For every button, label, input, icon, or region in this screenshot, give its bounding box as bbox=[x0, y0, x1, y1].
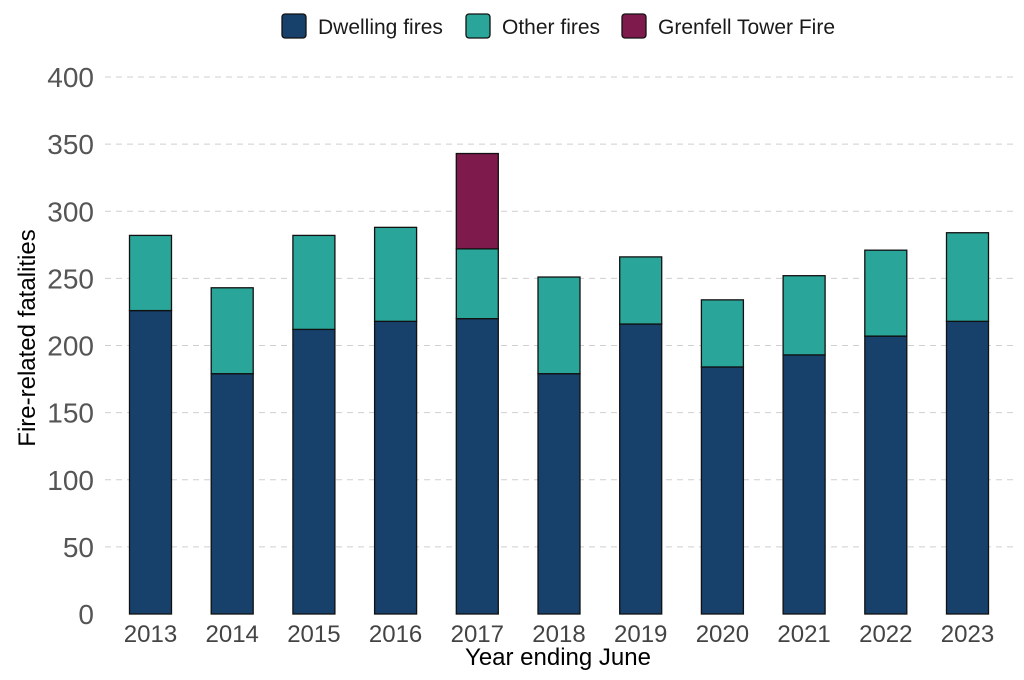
y-tick-label: 300 bbox=[47, 196, 94, 227]
legend-swatch bbox=[281, 13, 307, 39]
bar-segment-dwelling-fires bbox=[945, 320, 990, 615]
bar-segment-other-fires bbox=[128, 234, 173, 312]
x-tick-label: 2017 bbox=[451, 621, 504, 648]
legend-label: Other fires bbox=[502, 16, 600, 39]
bar-segment-dwelling-fires bbox=[537, 373, 581, 615]
bar-segment-dwelling-fires bbox=[700, 366, 745, 615]
x-axis-ticks: 2013 2014 2015 2016 2017 2018 2019 2020 2021 2022… bbox=[124, 621, 994, 648]
x-axis-title: Year ending June bbox=[465, 644, 651, 671]
y-tick-label: 400 bbox=[47, 62, 94, 93]
x-tick-label: 2015 bbox=[287, 621, 340, 648]
bar-segment-other-fires bbox=[782, 275, 826, 356]
x-tick-label: 2020 bbox=[696, 621, 749, 648]
x-tick-label: 2013 bbox=[124, 621, 177, 648]
legend-swatch bbox=[621, 13, 647, 39]
y-axis-ticks: 0 50 100 150 200 250 300 350 400 bbox=[47, 62, 94, 630]
bar-segment-other-fires bbox=[864, 249, 908, 337]
bar-segment-other-fires bbox=[945, 232, 990, 322]
bar-segment-other-fires bbox=[455, 248, 499, 320]
bar-segment-other-fires bbox=[537, 276, 581, 375]
legend-label: Dwelling fires bbox=[318, 16, 443, 39]
y-tick-label: 100 bbox=[47, 465, 94, 496]
bar-segment-dwelling-fires bbox=[128, 309, 173, 615]
bar-segment-other-fires bbox=[292, 234, 336, 331]
legend: Dwelling fires Other fires Grenfell Tower … bbox=[281, 13, 835, 39]
y-tick-label: 350 bbox=[47, 129, 94, 160]
y-tick-label: 0 bbox=[78, 599, 94, 630]
y-tick-label: 50 bbox=[63, 532, 94, 563]
x-tick-label: 2021 bbox=[777, 621, 830, 648]
legend-label: Grenfell Tower Fire bbox=[658, 16, 835, 39]
bar-segment-dwelling-fires bbox=[455, 317, 499, 615]
x-tick-label: 2014 bbox=[206, 621, 259, 648]
bar-segment-grenfell-tower-fire bbox=[455, 152, 499, 250]
y-tick-label: 150 bbox=[47, 398, 94, 429]
bars bbox=[128, 152, 990, 615]
bar-segment-dwelling-fires bbox=[864, 335, 908, 615]
y-axis-title: Fire-related fatalities bbox=[14, 229, 41, 446]
y-tick-label: 250 bbox=[47, 263, 94, 294]
bar-segment-other-fires bbox=[619, 256, 663, 325]
bar-segment-dwelling-fires bbox=[210, 373, 254, 615]
bar-segment-other-fires bbox=[700, 299, 745, 368]
x-tick-label: 2019 bbox=[614, 621, 667, 648]
x-tick-label: 2023 bbox=[941, 621, 994, 648]
x-tick-label: 2016 bbox=[369, 621, 422, 648]
bar-segment-dwelling-fires bbox=[619, 323, 663, 615]
bar-segment-dwelling-fires bbox=[373, 320, 418, 615]
x-tick-label: 2022 bbox=[859, 621, 912, 648]
bar-segment-other-fires bbox=[373, 226, 418, 322]
bar-segment-dwelling-fires bbox=[782, 354, 826, 615]
x-tick-label: 2018 bbox=[532, 621, 585, 648]
y-tick-label: 200 bbox=[47, 331, 94, 362]
legend-swatch bbox=[465, 13, 491, 39]
bar-segment-dwelling-fires bbox=[292, 328, 336, 615]
bar-segment-other-fires bbox=[210, 287, 254, 375]
